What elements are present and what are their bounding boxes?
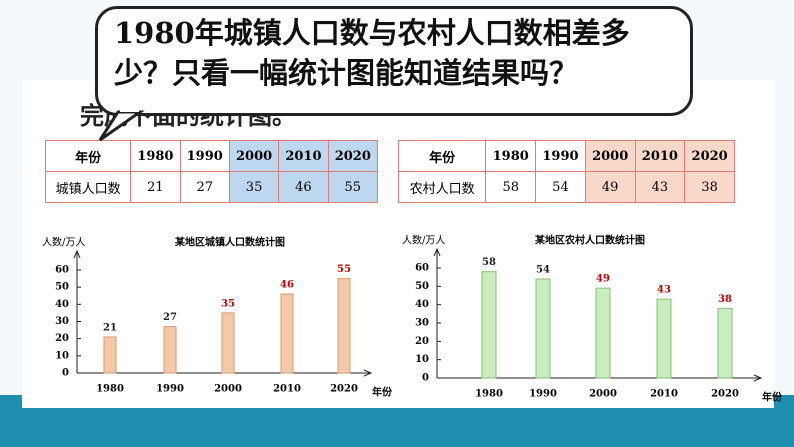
y-tick-label: 0 bbox=[422, 373, 429, 384]
table-cell: 2000 bbox=[228, 140, 280, 172]
bar bbox=[221, 312, 235, 374]
table-cell: 1980 bbox=[130, 140, 181, 172]
chart-title: 某地区城镇人口数统计图 bbox=[175, 236, 285, 249]
value-label: 38 bbox=[718, 294, 732, 305]
value-label: 35 bbox=[221, 298, 235, 309]
x-tick-label: 1980 bbox=[475, 389, 503, 400]
bar bbox=[595, 287, 611, 379]
table-row: 农村人口数 58 54 49 43 38 bbox=[397, 171, 735, 203]
y-tick-label: 60 bbox=[415, 263, 429, 274]
table-cell: 年份 bbox=[397, 140, 487, 172]
x-tick-label: 2010 bbox=[650, 389, 678, 400]
table-cell: 1980 bbox=[485, 140, 537, 172]
table-cell: 年份 bbox=[44, 140, 132, 172]
table-cell: 农村人口数 bbox=[397, 171, 487, 203]
x-tick-label: 2020 bbox=[711, 389, 739, 400]
table-cell: 2020 bbox=[684, 140, 735, 172]
speech-bubble: 1980年城镇人口数与农村人口数相差多少？只看一幅统计图能知道结果吗？ bbox=[95, 6, 693, 116]
value-label: 58 bbox=[482, 257, 496, 268]
y-tick-label: 50 bbox=[415, 281, 429, 292]
y-axis-label: 人数/万人 bbox=[402, 234, 445, 247]
x-arrow bbox=[363, 369, 373, 377]
y-tick-label: 40 bbox=[55, 299, 69, 310]
table-cell: 21 bbox=[130, 171, 181, 203]
y-arrow bbox=[73, 249, 81, 259]
table-cell: 2010 bbox=[634, 140, 686, 172]
y-tick-label: 10 bbox=[55, 350, 69, 361]
y-arrow bbox=[433, 247, 441, 257]
card bbox=[22, 80, 774, 408]
y-tick-label: 20 bbox=[55, 333, 69, 344]
value-label: 54 bbox=[536, 265, 550, 276]
x-tick-label: 1990 bbox=[156, 384, 184, 395]
x-tick-label: 2010 bbox=[273, 384, 301, 395]
table-cell: 43 bbox=[634, 171, 686, 203]
y-tick-label: 30 bbox=[415, 318, 429, 329]
value-label: 55 bbox=[337, 264, 351, 275]
x-axis-label: 年份 bbox=[762, 391, 783, 404]
table-row: 年份 1980 1990 2000 2010 2020 bbox=[397, 140, 735, 172]
x-tick-label: 1980 bbox=[96, 384, 124, 395]
table-cell: 54 bbox=[535, 171, 586, 203]
table-cell: 58 bbox=[485, 171, 537, 203]
table-cell: 2010 bbox=[278, 140, 329, 172]
y-tick-label: 30 bbox=[55, 316, 69, 327]
y-tick-label: 60 bbox=[55, 265, 69, 276]
chart-title: 某地区农村人口数统计图 bbox=[535, 234, 645, 247]
bar bbox=[656, 298, 672, 379]
y-tick-label: 50 bbox=[55, 282, 69, 293]
table-cell: 1990 bbox=[179, 140, 230, 172]
value-label: 49 bbox=[596, 274, 610, 285]
x-arrow bbox=[753, 374, 763, 382]
bar bbox=[481, 271, 497, 379]
value-label: 46 bbox=[280, 280, 294, 291]
table-cell: 55 bbox=[327, 171, 379, 203]
y-tick-label: 10 bbox=[415, 354, 429, 365]
table-cell: 35 bbox=[228, 171, 280, 203]
value-label: 21 bbox=[103, 322, 117, 333]
value-label: 27 bbox=[163, 312, 177, 323]
table-cell: 38 bbox=[684, 171, 735, 203]
bar bbox=[163, 326, 177, 374]
bar bbox=[717, 307, 733, 379]
x-tick-label: 1990 bbox=[529, 389, 557, 400]
table-cell: 城镇人口数 bbox=[44, 171, 132, 203]
bar bbox=[535, 278, 551, 379]
table-cell: 27 bbox=[179, 171, 230, 203]
bar bbox=[103, 336, 117, 374]
bar bbox=[337, 278, 351, 374]
x-axis-label: 年份 bbox=[372, 386, 393, 399]
table: 年份 1980 1990 2000 2010 2020 城镇人口数 21 27 35 46 55 bbox=[44, 140, 379, 203]
table-cell: 2000 bbox=[584, 140, 636, 172]
x-tick-label: 2000 bbox=[589, 389, 617, 400]
bar bbox=[280, 293, 294, 374]
table: 年份 1980 1990 2000 2010 2020 农村人口数 58 54 49 43 38 bbox=[397, 140, 735, 203]
table-cell: 49 bbox=[584, 171, 636, 203]
x-tick-label: 2000 bbox=[214, 384, 242, 395]
table-row: 城镇人口数 21 27 35 46 55 bbox=[44, 171, 379, 203]
value-label: 43 bbox=[657, 285, 671, 296]
table-row: 年份 1980 1990 2000 2010 2020 bbox=[44, 140, 379, 172]
table-cell: 2020 bbox=[327, 140, 379, 172]
y-tick-label: 0 bbox=[62, 368, 69, 379]
table-cell: 46 bbox=[278, 171, 329, 203]
y-tick-label: 20 bbox=[415, 336, 429, 347]
y-axis-label: 人数/万人 bbox=[42, 236, 85, 249]
y-tick-label: 40 bbox=[415, 299, 429, 310]
table-cell: 1990 bbox=[535, 140, 586, 172]
x-tick-label: 2020 bbox=[330, 384, 358, 395]
